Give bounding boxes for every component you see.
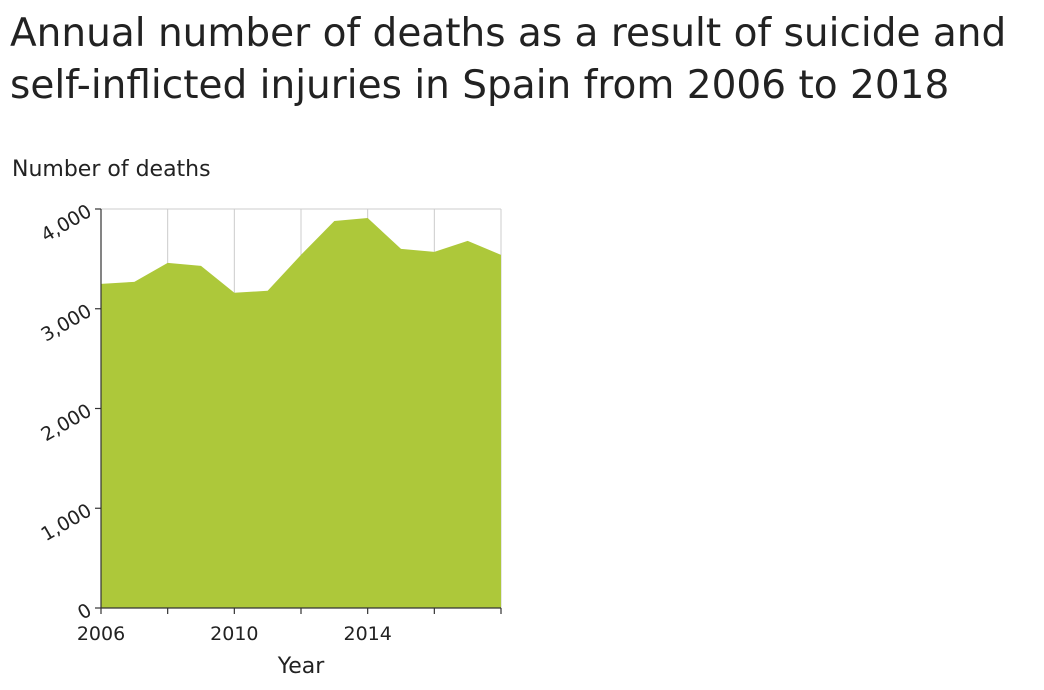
area-fill [101, 217, 501, 609]
y-tick-label: 3,000 [37, 300, 95, 346]
y-tick-label: 0 [74, 599, 95, 624]
y-tick-label: 1,000 [37, 500, 95, 546]
x-axis-label: Year [277, 654, 326, 679]
axes [95, 208, 502, 614]
x-tick-label: 2006 [77, 623, 125, 645]
y-tick-label: 4,000 [37, 200, 95, 246]
y-axis-label: Number of deaths [12, 157, 211, 182]
x-tick-label: 2010 [210, 623, 258, 645]
area-series [101, 217, 501, 609]
x-tick-label: 2014 [343, 623, 391, 645]
y-tick-label: 2,000 [37, 400, 95, 446]
chart-title: Annual number of deaths as a result of s… [10, 11, 1007, 108]
